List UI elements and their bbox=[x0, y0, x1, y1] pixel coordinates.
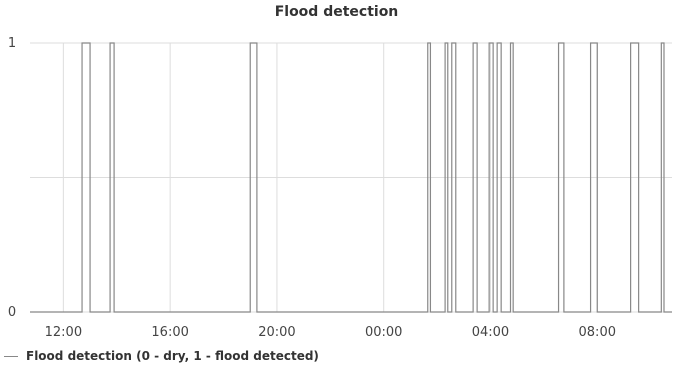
grid-lines bbox=[30, 42, 672, 313]
y-tick-label: 1 bbox=[8, 36, 16, 51]
x-tick-label: 08:00 bbox=[579, 325, 616, 340]
x-tick-label: 04:00 bbox=[472, 325, 509, 340]
legend-label: Flood detection (0 - dry, 1 - flood dete… bbox=[26, 349, 319, 363]
x-tick-label: 20:00 bbox=[258, 325, 295, 340]
axis-labels: 12:00 16:00 20:00 00:00 04:00 08:00 0 1 bbox=[8, 36, 616, 340]
series-line bbox=[30, 42, 672, 313]
legend[interactable]: Flood detection (0 - dry, 1 - flood dete… bbox=[4, 349, 319, 363]
y-tick-label: 0 bbox=[8, 305, 16, 320]
x-tick-label: 12:00 bbox=[45, 325, 82, 340]
x-tick-label: 00:00 bbox=[365, 325, 402, 340]
chart-title: Flood detection bbox=[274, 4, 399, 20]
series-layer bbox=[30, 42, 672, 313]
x-tick-label: 16:00 bbox=[151, 325, 188, 340]
legend-swatch bbox=[4, 355, 18, 357]
